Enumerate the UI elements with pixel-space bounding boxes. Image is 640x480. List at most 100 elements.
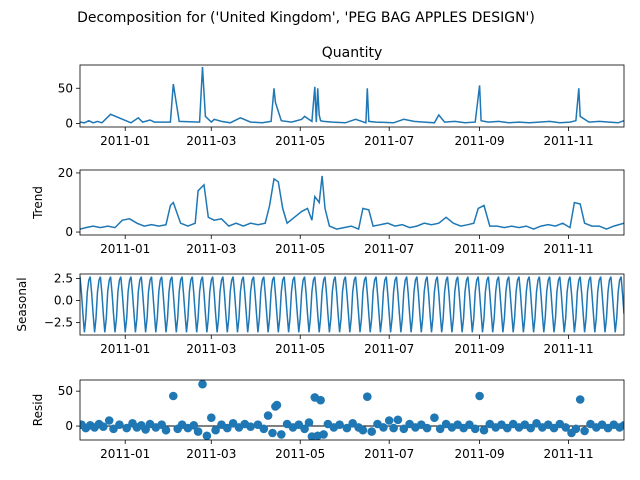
- resid-point: [202, 431, 212, 440]
- series-line: [80, 67, 624, 124]
- panels-group: 0 50 2011-01 2011-03 2011-05 2011-07 2011-09 20…: [15, 45, 625, 461]
- x-tick-label: 2011-09: [455, 242, 505, 256]
- figure-suptitle: Decomposition for ('United Kingdom', 'PE…: [77, 10, 535, 26]
- resid-point: [422, 423, 432, 433]
- resid-point: [342, 423, 352, 433]
- plot-area: [80, 175, 624, 231]
- panel-3: 2.5 0.0 −2.5 2011-01 2011-03 2011-05 2011-07 20…: [15, 271, 625, 356]
- resid-point: [580, 426, 589, 436]
- resid-point: [435, 424, 445, 434]
- x-tick-label: 2011-05: [275, 242, 325, 256]
- resid-point: [384, 416, 394, 425]
- y-tick-label: −2.5: [44, 316, 73, 330]
- resid-point: [561, 423, 570, 432]
- series-line: [80, 175, 624, 231]
- resid-point: [367, 427, 377, 436]
- x-tick-label: 2011-11: [544, 447, 594, 461]
- resid-point: [571, 424, 581, 434]
- resid-point: [198, 380, 207, 389]
- x-tick-label: 2011-09: [455, 447, 505, 461]
- plot-area: [80, 380, 624, 440]
- plot-area: [80, 67, 624, 124]
- resid-point: [99, 422, 108, 432]
- x-tick-label: 2011-11: [544, 342, 594, 356]
- resid-point: [207, 413, 216, 423]
- resid-point: [268, 428, 277, 438]
- y-axis-label: Resid: [31, 394, 45, 426]
- x-tick-label: 2011-09: [455, 134, 505, 148]
- resid-point: [335, 420, 344, 430]
- axes-frame: [79, 169, 625, 236]
- y-tick-label: 20: [58, 166, 73, 180]
- x-tick-label: 2011-07: [364, 447, 414, 461]
- resid-point: [193, 427, 203, 436]
- resid-point: [259, 424, 269, 434]
- resid-point: [122, 423, 131, 433]
- resid-point: [619, 421, 624, 430]
- x-tick-label: 2011-01: [100, 242, 150, 256]
- resid-point: [470, 424, 480, 434]
- x-tick-label: 2011-07: [364, 134, 414, 148]
- x-tick-label: 2011-05: [275, 447, 325, 461]
- resid-point: [277, 430, 286, 439]
- resid-point: [475, 391, 484, 401]
- y-tick-label: 50: [58, 81, 73, 95]
- y-tick-label: 0: [65, 419, 73, 433]
- x-tick-label: 2011-11: [544, 134, 594, 148]
- x-tick-label: 2011-07: [364, 242, 414, 256]
- plot-area: [80, 276, 624, 333]
- axes-frame: [79, 273, 625, 336]
- panel-title: Quantity: [322, 45, 383, 61]
- axes-frame: [79, 64, 625, 128]
- x-tick-label: 2011-05: [275, 342, 325, 356]
- resid-point: [115, 420, 124, 430]
- axes-frame: [79, 379, 625, 441]
- resid-point: [263, 411, 273, 420]
- resid-point: [104, 416, 114, 425]
- seasonal-line: [80, 276, 624, 333]
- x-tick-label: 2011-03: [186, 242, 236, 256]
- resid-point: [304, 418, 314, 427]
- x-tick-label: 2011-03: [186, 447, 236, 461]
- resid-point: [399, 424, 409, 434]
- resid-point: [169, 391, 178, 401]
- y-tick-label: 0: [65, 116, 73, 130]
- resid-point: [211, 425, 220, 435]
- panel-1: 0 50 2011-01 2011-03 2011-05 2011-07 2011-09 20…: [58, 45, 625, 148]
- resid-point: [272, 400, 282, 410]
- x-tick-label: 2011-11: [544, 242, 594, 256]
- resid-point: [223, 423, 232, 433]
- resid-point: [430, 413, 439, 423]
- resid-point: [526, 423, 535, 433]
- y-axis-label: Seasonal: [15, 277, 29, 331]
- resid-point: [246, 422, 255, 432]
- resid-point: [575, 395, 585, 404]
- resid-point: [319, 430, 328, 439]
- y-tick-label: 2.5: [54, 271, 73, 285]
- resid-point: [363, 392, 372, 402]
- resid-point: [161, 425, 171, 435]
- y-tick-label: 50: [58, 384, 73, 398]
- x-tick-label: 2011-01: [100, 134, 150, 148]
- resid-point: [379, 423, 388, 432]
- resid-point: [358, 425, 368, 435]
- x-tick-label: 2011-07: [364, 342, 414, 356]
- resid-point: [479, 425, 489, 435]
- panel-4: 0 50 2011-01 2011-03 2011-05 2011-07 2011-09 20…: [31, 379, 625, 461]
- y-tick-label: 0: [65, 225, 73, 239]
- y-tick-label: 0.0: [54, 294, 73, 308]
- resid-point: [316, 395, 325, 405]
- x-tick-label: 2011-03: [186, 134, 236, 148]
- y-axis-label: Trend: [31, 186, 45, 220]
- resid-point: [300, 424, 309, 434]
- panel-2: 0 20 2011-01 2011-03 2011-05 2011-07 2011-09 20…: [31, 166, 625, 256]
- resid-point: [189, 421, 199, 430]
- x-tick-label: 2011-05: [275, 134, 325, 148]
- x-tick-label: 2011-01: [100, 447, 150, 461]
- resid-point: [389, 423, 398, 433]
- x-tick-label: 2011-09: [455, 342, 505, 356]
- resid-point: [393, 415, 403, 425]
- x-tick-label: 2011-01: [100, 342, 150, 356]
- x-tick-label: 2011-03: [186, 342, 236, 356]
